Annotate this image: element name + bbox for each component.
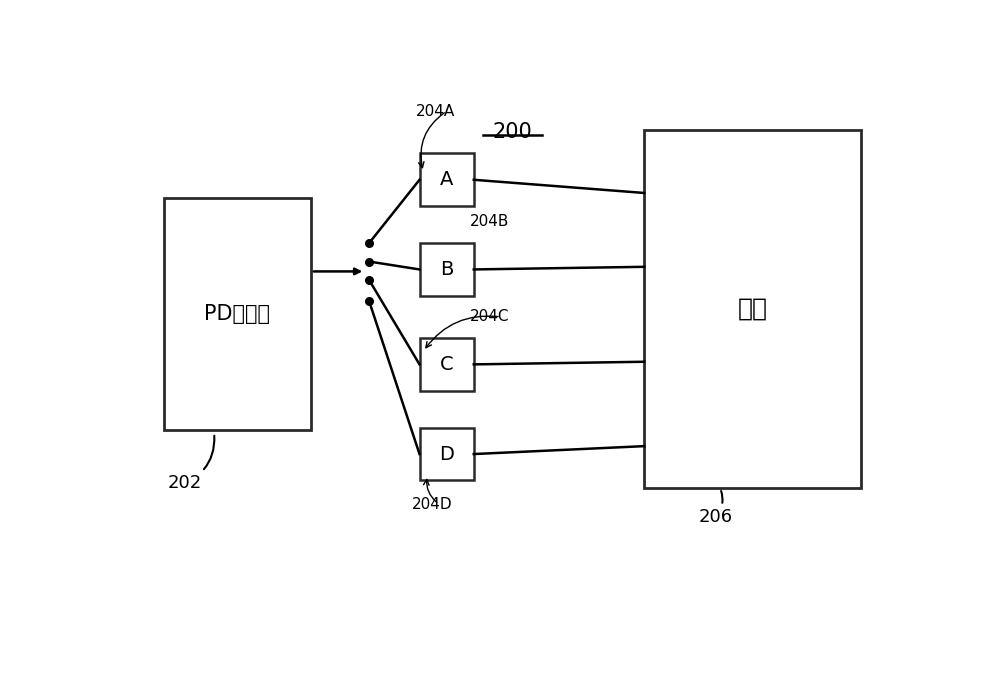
Bar <box>420 243 474 296</box>
Text: 204D: 204D <box>412 497 452 512</box>
Bar <box>420 153 474 206</box>
Text: 204A: 204A <box>416 103 455 119</box>
Bar <box>420 338 474 390</box>
Text: A: A <box>440 171 453 189</box>
Bar <box>644 129 861 488</box>
Text: PD控制器: PD控制器 <box>204 304 270 324</box>
Text: 204B: 204B <box>470 214 509 229</box>
Text: B: B <box>440 260 453 279</box>
Text: D: D <box>439 445 454 464</box>
Bar <box>420 427 474 480</box>
Text: 204C: 204C <box>470 310 509 325</box>
Text: 电源: 电源 <box>738 297 768 321</box>
Bar <box>164 198 311 430</box>
Text: C: C <box>440 355 453 374</box>
Text: 202: 202 <box>168 436 214 492</box>
Text: 200: 200 <box>493 122 532 142</box>
Text: 206: 206 <box>698 491 733 526</box>
